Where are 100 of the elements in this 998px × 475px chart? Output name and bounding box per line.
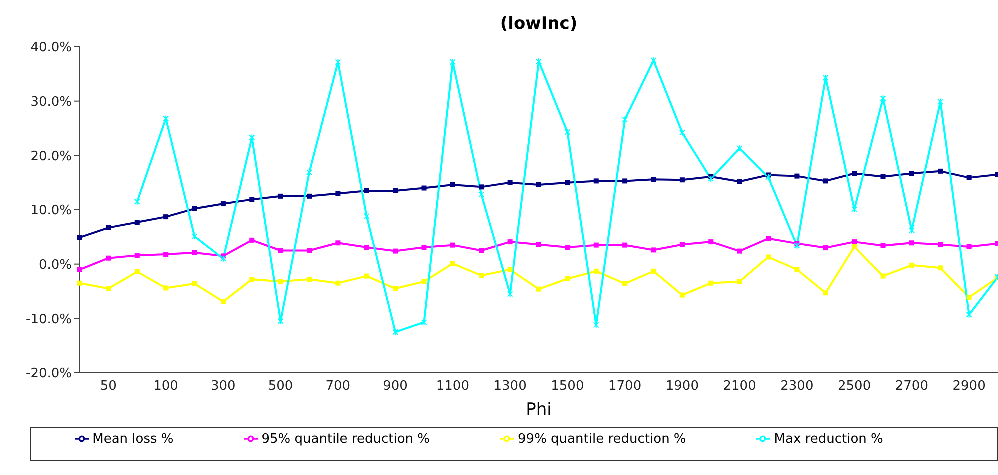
y-tick-label: -20.0%	[26, 366, 72, 382]
point	[422, 279, 427, 284]
point	[880, 274, 886, 279]
point	[766, 254, 771, 260]
point	[679, 129, 686, 136]
point	[794, 267, 800, 272]
x-tick-label: 1100	[436, 379, 470, 394]
x-axis-title: Phi	[526, 400, 552, 420]
point	[852, 171, 858, 176]
point	[478, 191, 485, 198]
point	[364, 244, 370, 250]
point	[852, 240, 858, 245]
point	[822, 74, 829, 82]
point	[278, 194, 284, 199]
point	[508, 180, 513, 186]
point	[680, 178, 685, 183]
x-tick-label: 1900	[666, 379, 699, 394]
y-tick-label: 40.0%	[30, 40, 72, 56]
point	[880, 174, 886, 180]
y-tick-label: 10.0%	[30, 204, 72, 219]
point	[278, 318, 284, 325]
x-tick-label: 100	[154, 379, 178, 394]
point	[192, 206, 198, 212]
chart-title: (lowInc)	[499, 14, 579, 34]
y-tick-label: 30.0%	[30, 94, 72, 110]
legend-label: 99% quantile reduction %	[518, 432, 686, 447]
point	[106, 286, 112, 292]
legend-label: Mean loss %	[92, 432, 174, 447]
point	[852, 244, 858, 250]
point	[565, 244, 570, 250]
point	[622, 242, 628, 248]
point	[164, 286, 169, 291]
point	[164, 252, 169, 258]
point	[708, 280, 714, 286]
point	[909, 240, 914, 246]
point	[220, 202, 226, 207]
point	[536, 182, 542, 188]
point	[450, 182, 456, 188]
point	[192, 250, 198, 256]
y-tick-label: -10.0%	[26, 312, 72, 328]
point	[622, 178, 628, 184]
x-tick-label: 2900	[952, 379, 986, 394]
point	[78, 280, 82, 286]
point	[622, 281, 628, 286]
point	[336, 240, 341, 246]
point	[593, 322, 600, 329]
point	[938, 266, 944, 271]
point	[651, 248, 656, 253]
x-tick-label: 1700	[608, 379, 642, 394]
point	[364, 213, 370, 220]
point	[909, 171, 914, 176]
x-tick-label: 1300	[494, 379, 527, 394]
point	[479, 184, 484, 190]
point	[106, 225, 112, 230]
point	[794, 174, 800, 179]
point	[134, 220, 140, 225]
point	[508, 240, 513, 245]
point	[307, 248, 312, 254]
x-tick-label: 2700	[895, 379, 928, 394]
point	[278, 248, 284, 254]
point	[78, 267, 82, 272]
point	[737, 179, 742, 184]
point	[421, 318, 428, 326]
point	[708, 240, 714, 245]
point	[794, 242, 800, 250]
point	[966, 294, 972, 300]
point	[422, 186, 427, 191]
point	[938, 242, 944, 248]
point	[507, 290, 514, 298]
point	[450, 242, 456, 248]
point	[737, 279, 742, 284]
point	[908, 227, 915, 234]
point	[479, 273, 484, 278]
point	[192, 233, 198, 240]
point	[766, 236, 771, 242]
point	[651, 177, 656, 182]
point	[565, 276, 570, 282]
point	[450, 58, 456, 66]
point	[508, 267, 513, 272]
point	[966, 244, 972, 250]
point	[164, 214, 169, 220]
legend-label: Max reduction %	[774, 432, 884, 447]
point	[909, 262, 914, 268]
point	[393, 286, 398, 292]
point	[650, 57, 657, 64]
point	[852, 206, 858, 213]
point	[708, 176, 714, 183]
x-tick-label: 1500	[551, 379, 584, 394]
point	[192, 281, 198, 286]
point	[393, 188, 398, 194]
point	[220, 299, 226, 304]
point	[134, 269, 140, 274]
point	[966, 311, 972, 318]
point	[966, 175, 972, 180]
point	[680, 242, 685, 248]
point	[737, 248, 742, 254]
point	[220, 255, 226, 262]
point	[938, 98, 944, 106]
point	[250, 197, 255, 202]
point	[565, 180, 570, 186]
